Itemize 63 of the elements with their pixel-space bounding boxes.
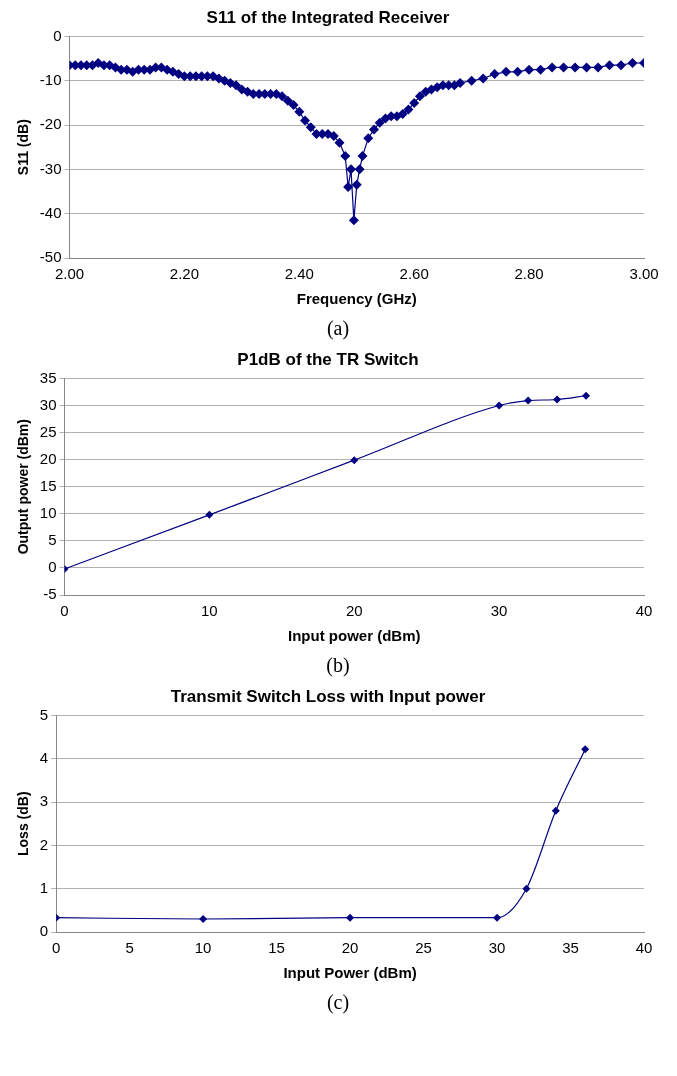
y-axis-title: Output power (dBm) <box>15 419 32 555</box>
x-tick-label: 20 <box>345 602 363 620</box>
point <box>199 915 208 923</box>
x-tick-label: 2.20 <box>169 265 199 283</box>
point <box>553 395 562 404</box>
point <box>582 391 591 400</box>
x-tick-label: 35 <box>562 939 579 957</box>
point <box>581 745 590 754</box>
x-axis-title: Input Power (dBm) <box>283 964 417 982</box>
y-tick-label: -5 <box>43 585 57 603</box>
y-tick-label: -20 <box>39 115 62 133</box>
x-tick-label: 10 <box>194 939 212 957</box>
chart-title: P1dB of the TR Switch <box>237 349 419 369</box>
x-tick-label: 10 <box>201 602 218 620</box>
point <box>205 510 214 519</box>
x-axis-title: Frequency (GHz) <box>296 290 417 308</box>
x-tick-label: 20 <box>341 939 359 957</box>
y-tick-label: -50 <box>39 248 62 266</box>
point <box>522 884 531 893</box>
x-axis-title: Input power (dBm) <box>288 627 421 645</box>
y-tick-label: 2 <box>39 835 49 853</box>
chart-title: Transmit Switch Loss with Input power <box>170 686 486 706</box>
y-tick-label: 1 <box>39 878 49 896</box>
y-tick-label: 5 <box>48 530 57 548</box>
y-tick-label: 0 <box>48 558 57 576</box>
y-axis-title: Loss (dB) <box>15 791 32 856</box>
y-tick-label: 0 <box>53 26 62 44</box>
x-tick-label: 15 <box>268 939 285 957</box>
point <box>551 806 560 815</box>
y-tick-label: 30 <box>39 395 57 413</box>
x-tick-label: 30 <box>490 602 508 620</box>
text: (b) <box>325 654 351 677</box>
x-tick-label: 2.40 <box>284 265 314 283</box>
y-tick-label: 20 <box>39 449 57 467</box>
y-tick-label: 0 <box>39 922 49 940</box>
point <box>524 396 533 405</box>
y-tick-label: 25 <box>39 422 57 440</box>
x-tick-label: 2.80 <box>514 265 544 283</box>
point <box>350 456 359 465</box>
y-tick-label: 35 <box>39 368 57 386</box>
y-axis-title: S11 (dB) <box>15 119 32 176</box>
x-tick-label: 25 <box>415 939 432 957</box>
x-tick-label: 2.00 <box>54 265 85 283</box>
x-tick-label: 40 <box>635 939 653 957</box>
y-tick-label: -40 <box>39 203 62 221</box>
y-tick-label: 5 <box>39 705 49 723</box>
text: (a) <box>325 317 351 340</box>
point <box>346 913 355 922</box>
y-tick-label: 15 <box>39 476 57 494</box>
y-tick-label: 4 <box>39 748 49 766</box>
y-tick-label: 10 <box>39 503 57 521</box>
x-tick-label: 30 <box>488 939 506 957</box>
y-tick-label: -10 <box>39 70 62 88</box>
point <box>495 401 504 410</box>
x-tick-label: 2.60 <box>399 265 429 283</box>
text: (c) <box>325 991 351 1014</box>
x-tick-label: 5 <box>125 939 134 957</box>
x-tick-label: 3.00 <box>629 265 659 283</box>
y-tick-label: -30 <box>39 159 62 177</box>
x-tick-label: 40 <box>635 602 653 620</box>
point <box>493 913 502 922</box>
y-tick-label: 3 <box>39 792 49 810</box>
chart-title: S11 of the Integrated Receiver <box>206 7 450 27</box>
